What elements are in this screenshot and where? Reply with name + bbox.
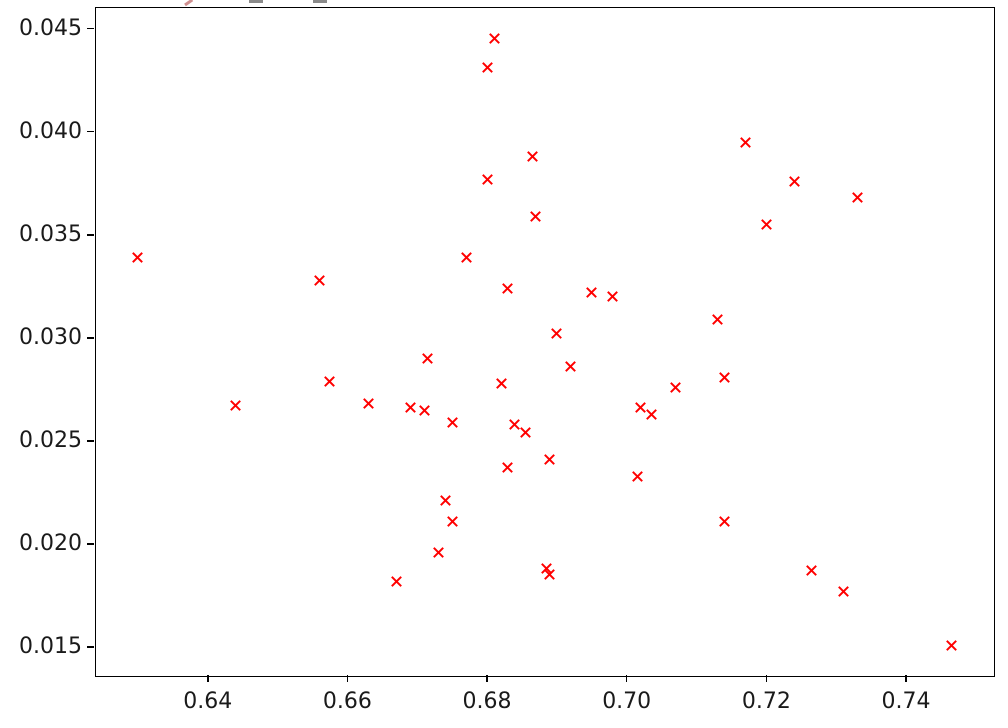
scatter-point-marker (446, 416, 458, 428)
scatter-point-marker (631, 470, 643, 482)
y-axis-tick (87, 646, 94, 648)
scatter-point-marker (488, 33, 500, 45)
scatter-point-marker (544, 454, 556, 465)
plot-area: 0.64 0.66 0.68 0.70 0.72 0.74 0.015 0.020 0.025 0… (19, 7, 995, 714)
scatter-point-marker (670, 381, 681, 393)
x-axis-tick (625, 675, 628, 682)
x-axis-tick (346, 675, 349, 682)
scatter-point-marker (945, 639, 957, 651)
scatter-point-marker (719, 515, 730, 527)
y-axis-tick (87, 337, 94, 339)
y-axis-tick (87, 440, 94, 442)
x-axis-tick (905, 675, 907, 682)
x-axis-tick-label: 0.66 (322, 689, 372, 714)
scatter-point-marker (432, 546, 444, 558)
scatter-point-marker (635, 402, 647, 414)
y-axis-tick-label: 0.035 (19, 221, 82, 247)
y-axis-tick-label: 0.020 (19, 531, 82, 557)
x-axis-tick-label: 0.68 (462, 689, 512, 714)
scatter-point-marker (851, 192, 863, 204)
scatter-point-marker (739, 136, 751, 148)
x-axis-tick-label: 0.70 (602, 689, 652, 714)
scatter-point-marker (390, 575, 402, 587)
scatter-point-marker (806, 565, 818, 577)
scatter-point-marker (132, 252, 144, 263)
x-axis-tick-label: 0.74 (881, 689, 931, 714)
scatter-point-marker (530, 210, 542, 222)
scatter-point-marker (645, 408, 657, 420)
cropped-title-fragment (249, 0, 263, 3)
scatter-point-marker (460, 252, 472, 263)
scatter-point-marker (788, 175, 800, 187)
scatter-point-marker (837, 586, 849, 597)
y-axis-tick (87, 233, 94, 236)
x-axis-tick (765, 675, 768, 682)
x-axis-tick-label: 0.72 (741, 689, 791, 714)
scatter-point-marker (607, 291, 619, 303)
x-axis-tick (206, 675, 209, 682)
scatter-point-marker (502, 462, 514, 474)
y-axis-tick-label: 0.045 (19, 15, 82, 41)
scatter-point-marker (760, 219, 772, 230)
scatter-point-marker (418, 404, 430, 416)
scatter-point-marker (551, 328, 563, 340)
y-axis-tick-label: 0.030 (19, 324, 82, 350)
scatter-point-marker (509, 419, 521, 430)
scatter-point-marker (527, 151, 538, 162)
y-axis-tick (87, 130, 94, 133)
scatter-point-marker (481, 173, 493, 185)
scatter-point-marker (446, 515, 458, 527)
x-axis-tick (486, 675, 488, 682)
scatter-point-marker (314, 274, 325, 286)
scatter-point-marker (544, 569, 556, 581)
cropped-title-fragment (184, 0, 193, 6)
y-axis-tick-label: 0.015 (19, 634, 82, 660)
y-axis-tick (87, 543, 94, 545)
scatter-point-marker (520, 427, 531, 439)
scatter-point-marker (565, 361, 577, 373)
scatter-point-marker (439, 495, 451, 507)
y-axis-tick-label: 0.040 (19, 118, 82, 144)
scatter-point-marker (495, 377, 507, 389)
x-axis-tick-label: 0.64 (183, 689, 233, 714)
scatter-point-marker (586, 287, 598, 298)
y-axis-tick (87, 27, 94, 30)
y-axis-tick-label: 0.025 (19, 427, 82, 453)
scatter-point-marker (230, 400, 242, 412)
scatter-point-marker (324, 375, 336, 387)
scatter-point-marker (362, 398, 374, 410)
scatter-point-marker (502, 282, 514, 294)
scatter-point-marker (712, 313, 723, 325)
scatter-point-marker (481, 62, 493, 74)
scatter-point-marker (404, 402, 416, 414)
cropped-title-fragment (313, 0, 327, 3)
scatter-point-marker (719, 371, 730, 383)
scatter-point-marker (422, 353, 434, 364)
scatter-point-marker (540, 563, 552, 575)
